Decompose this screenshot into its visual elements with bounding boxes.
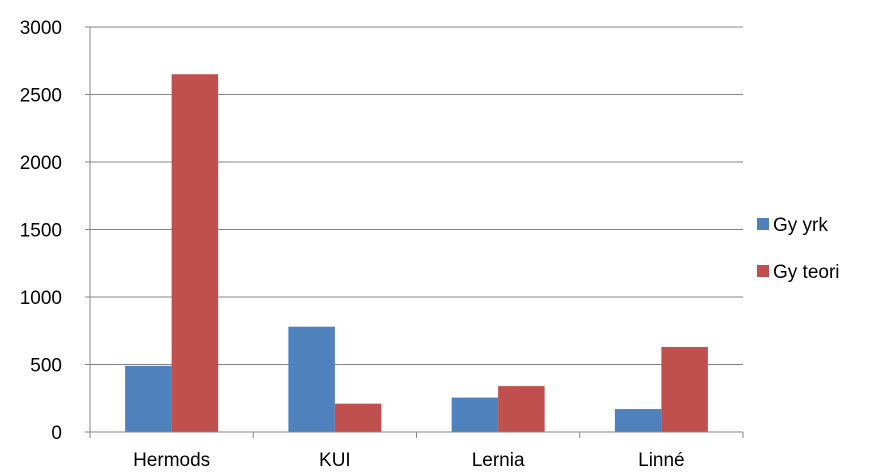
legend: Gy yrk Gy teori — [757, 215, 840, 283]
legend-label: Gy yrk — [773, 215, 828, 236]
x-tick-label: Linné — [638, 450, 685, 471]
y-tick-label: 0 — [51, 423, 62, 444]
x-tick-label: KUI — [319, 450, 351, 471]
x-tick-label: Lernia — [472, 450, 525, 471]
y-tick-label: 2500 — [20, 86, 62, 107]
bar-gy-yrk-kui — [288, 326, 335, 432]
bar-gy-yrk-hermods — [125, 365, 172, 432]
bar-gy-yrk-linné — [614, 409, 662, 432]
legend-swatch — [757, 218, 769, 230]
x-tick-label: Hermods — [133, 450, 210, 471]
legend-swatch — [757, 265, 769, 277]
bar-gy-teori-hermods — [171, 74, 219, 432]
y-tick-label: 3000 — [20, 18, 62, 39]
y-tick-label: 500 — [30, 356, 62, 377]
y-tick-label: 1000 — [20, 288, 62, 309]
bar-gy-teori-kui — [334, 403, 382, 432]
y-tick-label: 1500 — [20, 221, 62, 242]
y-tick-labels: 0 500 1000 1500 2000 2500 3000 — [20, 18, 62, 444]
bar-gy-teori-linné — [661, 346, 708, 432]
x-tick-labels: Hermods KUI Lernia Linné — [133, 450, 685, 471]
bar-gy-yrk-lernia — [451, 397, 499, 432]
bar-gy-teori-lernia — [498, 386, 545, 432]
bars — [125, 74, 708, 432]
y-tick-label: 2000 — [20, 153, 62, 174]
legend-label: Gy teori — [773, 262, 840, 283]
axes — [85, 26, 744, 438]
